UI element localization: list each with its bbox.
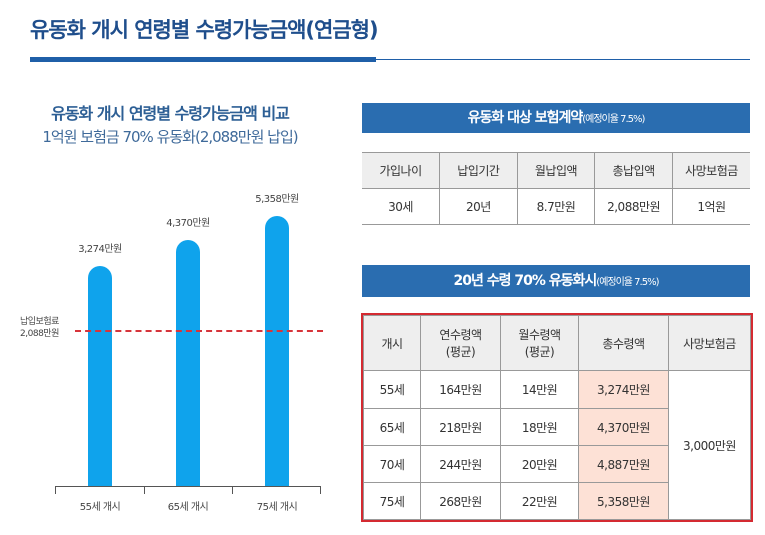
header-cell: 가입나이 (362, 152, 441, 189)
cell: 14만원 (500, 370, 579, 409)
chart-title: 유동화 개시 연령별 수령가능금액 비교 (51, 104, 290, 123)
cell: 18만원 (500, 408, 579, 446)
table-row: 30세 20년 8.7만원 2,088만원 1억원 (362, 188, 750, 225)
title-rule (376, 59, 750, 60)
cell: 55세 (363, 370, 421, 409)
header-line: 연수령액 (439, 328, 482, 342)
payout-table: 개시 연수령액 (평균) 월수령액 (평균) 총수령액 사망보험금 55세 164만원… (361, 313, 753, 522)
reference-label-line1: 납입보험료 (20, 317, 59, 327)
cell: 20년 (439, 188, 518, 225)
table2-header-bar: 20년 수령 70% 유동화시(예정이율 7.5%) (362, 265, 750, 297)
header-cell: 사망보험금 (672, 152, 750, 189)
header-line: 월수령액 (518, 328, 561, 342)
axis-tick (232, 486, 233, 494)
cell: 22만원 (500, 482, 579, 520)
bar-value-label: 4,370만원 (166, 218, 210, 230)
chart-subtitle: 1억원 보험금 70% 유동화(2,088만원 납입) (42, 128, 298, 146)
bar (265, 216, 289, 486)
page-title: 유동화 개시 연령별 수령가능금액(연금형) (30, 18, 379, 42)
table2-title-note: (예정이율 7.5%) (596, 277, 659, 288)
cell: 4,887만원 (578, 445, 669, 483)
table2-title: 20년 수령 70% 유동화시 (453, 273, 598, 289)
reference-label: 납입보험료 2,088만원 (20, 316, 59, 340)
x-axis (55, 486, 321, 487)
header-line: (평균) (445, 345, 476, 359)
header-cell: 사망보험금 (668, 315, 751, 371)
header-cell: 총수령액 (578, 315, 669, 371)
header-cell: 월납입액 (517, 152, 596, 189)
table1-title-note: (예정이율 7.5%) (582, 114, 645, 125)
header-cell: 개시 (363, 315, 421, 371)
table1-header-bar: 유동화 대상 보험계약(예정이율 7.5%) (362, 103, 750, 133)
header-cell: 월수령액 (평균) (500, 315, 579, 371)
contract-table: 가입나이 납입기간 월납입액 총납입액 사망보험금 30세 20년 8.7만원 2,088만원… (362, 152, 750, 225)
cell: 268만원 (420, 482, 501, 520)
x-tick-label: 75세 개시 (256, 502, 298, 513)
x-tick-label: 65세 개시 (167, 502, 209, 513)
header-cell: 연수령액 (평균) (420, 315, 501, 371)
cell: 4,370만원 (578, 408, 669, 446)
cell: 1억원 (672, 188, 750, 225)
axis-tick (320, 486, 321, 494)
cell: 8.7만원 (517, 188, 596, 225)
table-row: 70세 244만원 20만원 4,887만원 (363, 445, 751, 483)
axis-tick (144, 486, 145, 494)
cell: 20만원 (500, 445, 579, 483)
cell: 3,274만원 (578, 370, 669, 409)
cell: 75세 (363, 482, 421, 520)
cell: 65세 (363, 408, 421, 446)
cell: 218만원 (420, 408, 501, 446)
table1-title: 유동화 대상 보험계약 (467, 110, 584, 126)
axis-tick (55, 486, 56, 494)
bar (176, 240, 200, 486)
bar (88, 266, 112, 486)
cell: 70세 (363, 445, 421, 483)
cell: 5,358만원 (578, 482, 669, 520)
header-cell: 총납입액 (594, 152, 673, 189)
header-line: (평균) (524, 345, 555, 359)
table-row: 55세 164만원 14만원 3,274만원 3,000만원 (363, 370, 751, 520)
table-row: 75세 268만원 22만원 5,358만원 (363, 482, 751, 520)
reference-line (75, 330, 323, 332)
cell: 2,088만원 (594, 188, 673, 225)
bar-value-label: 3,274만원 (78, 244, 122, 256)
header-cell: 납입기간 (439, 152, 518, 189)
x-tick-label: 55세 개시 (79, 502, 121, 513)
bar-value-label: 5,358만원 (255, 194, 299, 206)
title-underline (30, 57, 376, 62)
reference-label-line2: 2,088만원 (20, 329, 59, 339)
death-benefit-cell: 3,000만원 (668, 370, 751, 520)
cell: 164만원 (420, 370, 501, 409)
cell: 30세 (362, 188, 441, 225)
cell: 244만원 (420, 445, 501, 483)
